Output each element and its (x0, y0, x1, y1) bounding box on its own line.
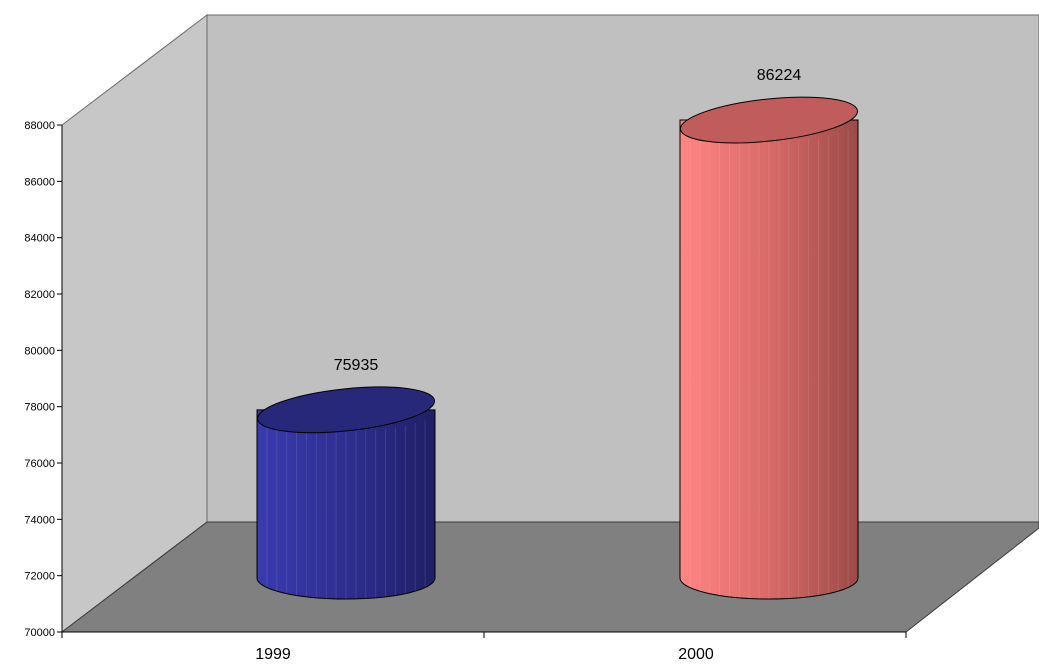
y-tick-label: 72000 (24, 571, 55, 583)
bar-body (256, 409, 436, 600)
data-label: 86224 (757, 67, 802, 84)
bar-2000: 86224 (679, 67, 859, 600)
y-tick-label: 74000 (24, 514, 55, 526)
bars: 75935 86224 (256, 67, 859, 600)
bar-1999: 75935 (256, 357, 436, 600)
y-tick-label: 86000 (24, 176, 55, 188)
y-tick-label: 70000 (24, 627, 55, 639)
bar-top (679, 96, 859, 144)
y-tick-label: 76000 (24, 458, 55, 470)
x-tick-label: 2000 (678, 646, 714, 663)
x-axis-labels: 1999 2000 (255, 646, 714, 663)
x-tick-label: 1999 (255, 646, 291, 663)
y-tick-label: 80000 (24, 345, 55, 357)
bar-body (679, 119, 859, 600)
y-tick-label: 82000 (24, 289, 55, 301)
y-tick-label: 78000 (24, 402, 55, 414)
floor (60, 521, 1039, 633)
y-tick-label: 88000 (24, 120, 55, 132)
y-tick-label: 84000 (24, 233, 55, 245)
data-label: 75935 (334, 357, 379, 374)
bar-top (256, 386, 436, 434)
y-axis-ticks: 70000 72000 74000 76000 78000 80000 82000 84000… (24, 120, 62, 639)
